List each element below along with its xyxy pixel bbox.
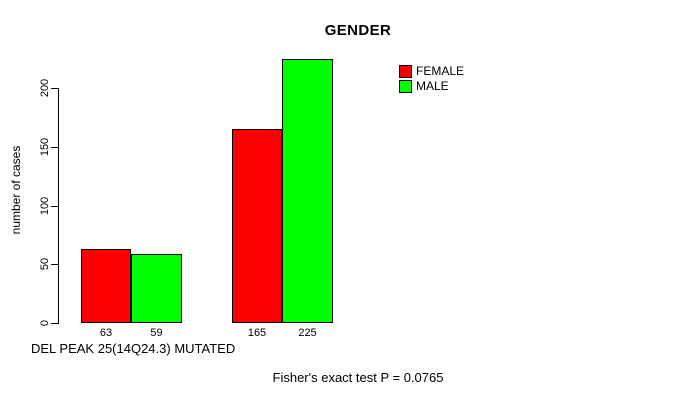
legend-swatch-female xyxy=(399,64,412,78)
bar-value-label: 225 xyxy=(298,327,317,339)
y-tick-mark xyxy=(51,88,58,89)
chart-title: GENDER xyxy=(324,22,392,39)
bar-value-label: 59 xyxy=(150,327,163,339)
bar-female-group1 xyxy=(81,249,131,323)
y-tick-label: 100 xyxy=(39,196,51,216)
y-axis-line xyxy=(58,88,59,324)
bar-value-label: 63 xyxy=(99,327,113,339)
legend: FEMALE MALE xyxy=(399,64,465,95)
y-tick-mark xyxy=(51,147,58,148)
y-tick-mark xyxy=(51,206,58,207)
y-tick-mark xyxy=(51,323,58,324)
bar-male-group1 xyxy=(131,254,182,323)
bar-female-group2 xyxy=(232,129,282,323)
y-tick-label: 0 xyxy=(39,319,51,327)
y-tick-label: 200 xyxy=(39,78,51,98)
legend-label: MALE xyxy=(416,79,449,93)
legend-label: FEMALE xyxy=(416,64,465,78)
legend-swatch-male xyxy=(399,79,412,93)
y-tick-label: 50 xyxy=(39,257,51,271)
stat-annotation: Fisher's exact test P = 0.0765 xyxy=(272,370,444,385)
y-axis-label: number of cases xyxy=(9,145,23,235)
bar-male-group2 xyxy=(282,59,333,323)
legend-item-female: FEMALE xyxy=(399,64,465,78)
legend-item-male: MALE xyxy=(399,79,464,93)
y-tick-label: 150 xyxy=(39,137,51,157)
y-tick-mark xyxy=(51,264,58,265)
x-axis-caption: DEL PEAK 25(14Q24.3) MUTATED xyxy=(31,341,236,356)
bar-value-label: 165 xyxy=(247,327,267,339)
